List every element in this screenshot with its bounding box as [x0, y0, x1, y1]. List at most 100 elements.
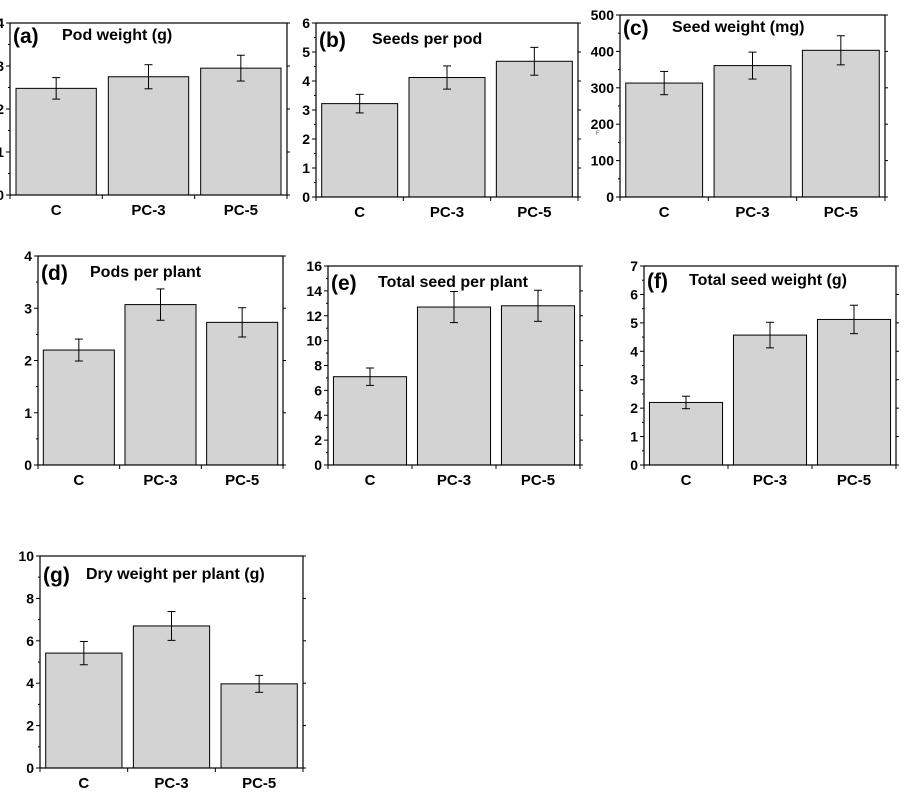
chart-svg-a: 0 1 2 3 4 C PC-3 PC-5 (a) Pod weight (g) [0, 15, 290, 219]
x-tick-label-pc-3: PC-3 [154, 775, 188, 792]
y-tick-label: 0 [314, 457, 322, 473]
y-tick-label: 1 [630, 429, 638, 445]
y-tick-label: 7 [630, 258, 638, 274]
y-tick-label: 2 [0, 101, 4, 117]
bar-c [45, 652, 123, 769]
x-tick-label-pc-3: PC-3 [735, 204, 769, 221]
y-tick-label: 6 [302, 15, 310, 31]
panel-title-d: Pods per plant [90, 264, 202, 281]
x-tick-label-c: C [365, 472, 376, 489]
panel-letter-d: (d) [41, 262, 68, 285]
y-tick-label: 0 [630, 457, 638, 473]
y-tick-label: 5 [630, 315, 638, 331]
x-tick-label-pc-5: PC-5 [225, 472, 259, 489]
chart-svg-e: 0 2 4 6 8 10 12 14 16 C PC-3 PC-5 (e) Total seed per … [306, 258, 583, 489]
bar-pc-5 [500, 305, 576, 466]
y-tick-label: 0 [0, 187, 4, 203]
chart-panel-a: 0 1 2 3 4 C PC-3 PC-5 (a) Pod weight (g) [0, 0, 290, 220]
y-tick-label: 2 [26, 718, 34, 734]
y-tick-label: 4 [24, 248, 32, 264]
y-tick-label: 400 [591, 43, 615, 59]
bar-pc-3 [107, 76, 190, 196]
panel-title-b: Seeds per pod [372, 31, 482, 48]
y-tick-label: 500 [591, 7, 615, 23]
chart-panel-g: 0 2 4 6 8 10 C PC-3 PC-5 (g) Dry weight per plant … [0, 540, 306, 792]
y-tick-label: 2 [302, 131, 310, 147]
bar-pc-5 [816, 318, 892, 466]
y-tick-label: 10 [18, 548, 34, 564]
chart-panel-e: 0 2 4 6 8 10 12 14 16 C PC-3 PC-5 (e) Total seed per … [300, 240, 590, 489]
y-tick-label: 1 [302, 160, 310, 176]
y-tick-label: 0 [26, 760, 34, 776]
y-tick-label: 12 [306, 308, 322, 324]
bar-pc-5 [220, 683, 298, 769]
y-tick-label: 4 [630, 343, 638, 359]
bar-pc-3 [713, 65, 792, 198]
x-tick-label-c: C [681, 472, 692, 489]
y-tick-label: 8 [26, 590, 34, 606]
x-tick-label-c: C [51, 202, 62, 219]
panel-title-e: Total seed per plant [378, 274, 529, 291]
bar-pc-5 [200, 67, 282, 196]
y-tick-label: 4 [26, 675, 34, 691]
bar-pc-3 [416, 306, 492, 466]
chart-svg-c: 0 100 200 300 400 500 C PC-3 PC-5 (c) Seed weight … [591, 7, 888, 221]
y-tick-label: 300 [591, 80, 615, 96]
y-tick-label: 3 [630, 372, 638, 388]
y-tick-label: 3 [302, 102, 310, 118]
panel-letter-g: (g) [43, 564, 70, 587]
bar-group-g [45, 611, 298, 769]
bar-c [648, 401, 724, 466]
y-tick-label: 16 [306, 258, 322, 274]
chart-svg-b: 0 1 2 3 4 5 6 C PC-3 PC-5 (b) Seeds per pod [302, 15, 581, 221]
bar-c [332, 376, 408, 466]
bar-c [321, 103, 399, 198]
x-tick-label-pc-3: PC-3 [437, 472, 471, 489]
bar-c [625, 82, 704, 198]
y-tick-label: 6 [26, 633, 34, 649]
x-tick-label-pc-3: PC-3 [131, 202, 165, 219]
x-tick-label-pc-5: PC-5 [521, 472, 555, 489]
x-tick-label-c: C [659, 204, 670, 221]
chart-panel-d: 0 1 2 3 4 C PC-3 PC-5 (d) Pods per plant [0, 240, 290, 489]
panel-letter-c: (c) [623, 17, 649, 40]
y-tick-label: 4 [302, 73, 310, 89]
y-tick-label: 0 [302, 189, 310, 205]
y-tick-label: 3 [0, 58, 4, 74]
bar-pc-5 [206, 321, 279, 466]
y-tick-label: 0 [606, 189, 614, 205]
bar-group-a [15, 54, 282, 196]
bar-c [42, 349, 115, 466]
x-tick-label-c: C [78, 775, 89, 792]
x-tick-label-c: C [354, 204, 365, 221]
y-tick-label: 200 [591, 116, 615, 132]
chart-panel-b: 0 1 2 3 4 5 6 C PC-3 PC-5 (b) Seeds per pod [300, 0, 590, 221]
y-tick-label: 1 [0, 144, 4, 160]
y-tick-label: 0 [24, 457, 32, 473]
y-tick-label: 8 [314, 358, 322, 374]
panel-letter-a: (a) [13, 25, 39, 48]
bar-pc-3 [132, 625, 211, 769]
y-tick-label: 14 [306, 283, 322, 299]
stray-mark: F [596, 131, 600, 137]
y-tick-label: 6 [314, 382, 322, 398]
x-tick-label-pc-3: PC-3 [753, 472, 787, 489]
panel-letter-b: (b) [319, 29, 346, 52]
y-tick-label: 2 [314, 432, 322, 448]
x-tick-label-pc-3: PC-3 [430, 204, 464, 221]
y-tick-label: 4 [314, 407, 322, 423]
x-tick-label-pc-5: PC-5 [837, 472, 871, 489]
bar-group-f [648, 304, 892, 466]
bar-group-e [332, 289, 576, 466]
x-tick-label-pc-5: PC-5 [824, 204, 858, 221]
panel-title-g: Dry weight per plant (g) [86, 566, 265, 583]
y-tick-label: 10 [306, 333, 322, 349]
x-tick-label-pc-3: PC-3 [143, 472, 177, 489]
panel-title-a: Pod weight (g) [62, 27, 172, 44]
y-tick-label: 100 [591, 153, 615, 169]
bar-pc-3 [408, 77, 486, 198]
y-tick-label: 1 [24, 405, 32, 421]
panel-title-c: Seed weight (mg) [672, 19, 804, 36]
chart-svg-f: 0 1 2 3 4 5 6 7 C PC-3 PC-5 (f) Total seed weight (g… [630, 258, 899, 489]
bar-group-d [42, 288, 279, 466]
